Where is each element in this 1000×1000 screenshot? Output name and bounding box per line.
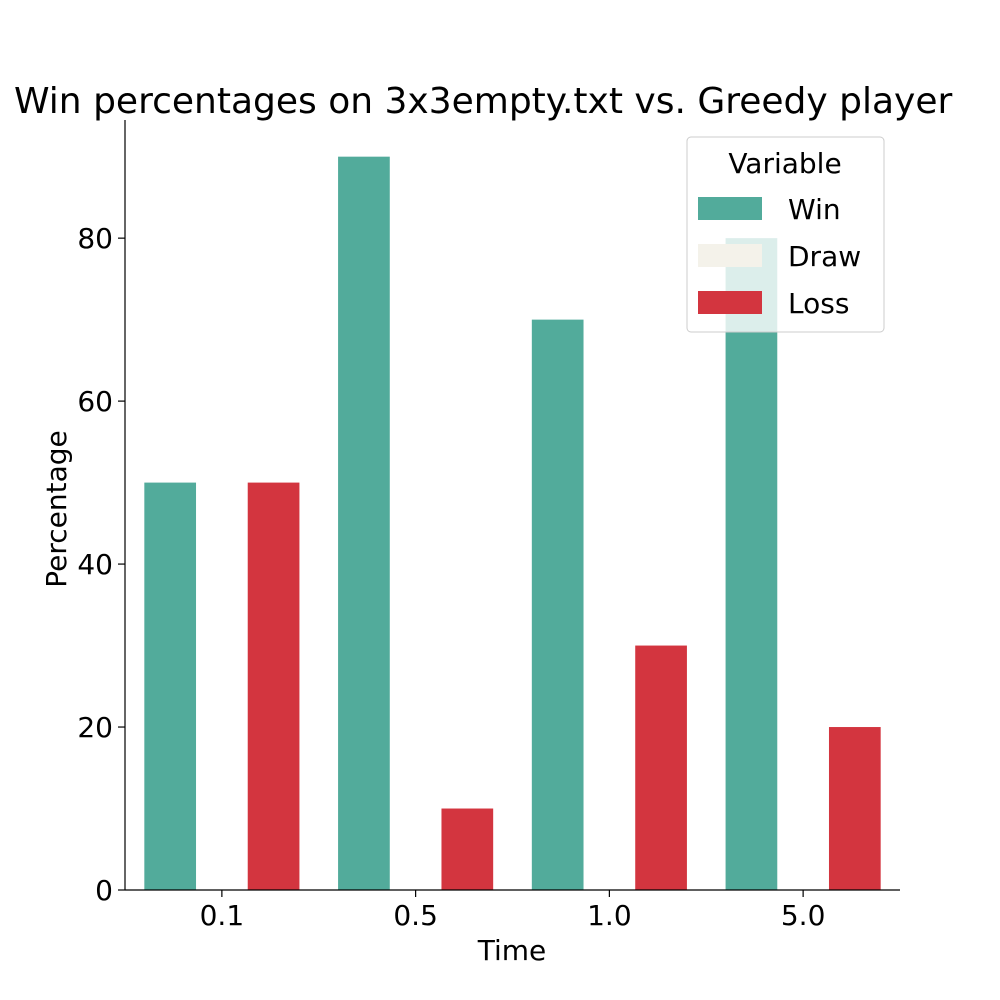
bar-loss-1.0 xyxy=(635,645,687,890)
legend-swatch-win xyxy=(698,197,762,220)
x-tick-label: 0.5 xyxy=(393,899,438,932)
x-tick-label: 1.0 xyxy=(587,899,632,932)
legend: Variable Win Draw Loss xyxy=(686,136,885,333)
legend-swatch-loss xyxy=(698,291,762,314)
y-tick-label: 60 xyxy=(77,385,113,418)
y-tick-label: 0 xyxy=(95,874,113,907)
x-ticks: 0.1 0.5 1.0 5.0 xyxy=(200,890,826,932)
legend-title: Variable xyxy=(728,147,841,180)
bar-win-0.1 xyxy=(144,482,197,890)
y-tick-label: 20 xyxy=(77,711,113,744)
x-tick-label: 0.1 xyxy=(200,899,245,932)
bar-loss-0.5 xyxy=(441,808,494,890)
x-axis-label: Time xyxy=(477,934,547,967)
bar-loss-5.0 xyxy=(828,727,881,890)
y-tick-label: 80 xyxy=(77,222,113,255)
bar-loss-0.1 xyxy=(247,482,300,890)
y-tick-label: 40 xyxy=(77,548,113,581)
bar-win-5.0 xyxy=(725,238,778,891)
legend-swatch-draw xyxy=(698,244,762,267)
bars-group xyxy=(144,156,881,891)
legend-items: Win Draw Loss xyxy=(698,193,861,320)
legend-label-draw: Draw xyxy=(788,240,861,273)
legend-label-win: Win xyxy=(788,193,841,226)
bar-win-0.5 xyxy=(338,156,390,890)
bar-win-1.0 xyxy=(531,319,584,890)
y-ticks: 0 20 40 60 80 xyxy=(77,222,125,907)
legend-frame xyxy=(686,136,885,333)
chart-title: Win percentages on 3x3empty.txt vs. Gree… xyxy=(14,81,953,122)
legend-label-loss: Loss xyxy=(788,287,849,320)
x-tick-label: 5.0 xyxy=(781,899,826,932)
y-axis-label: Percentage xyxy=(40,430,73,588)
